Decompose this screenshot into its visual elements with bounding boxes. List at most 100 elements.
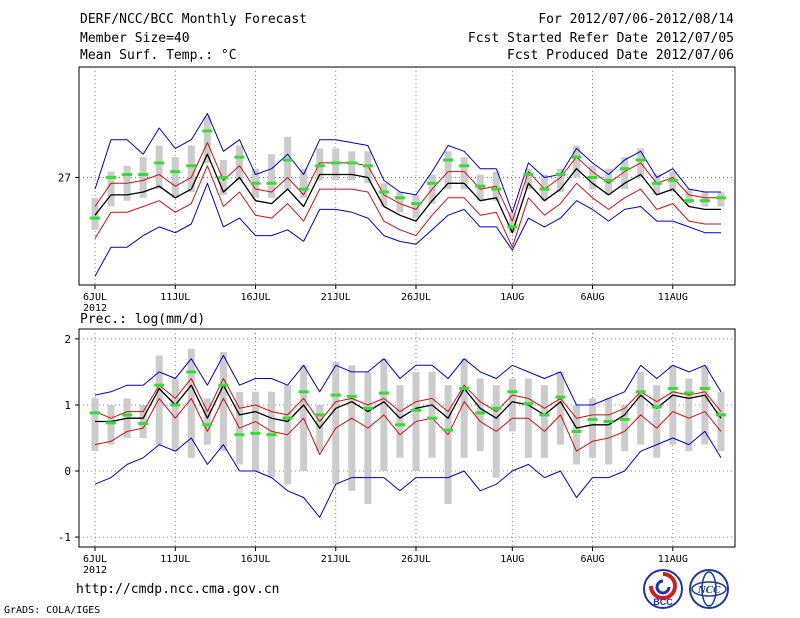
source-url[interactable]: http://cmdp.ncc.cma.gov.cn <box>76 582 280 597</box>
grads-credit: GrADS: COLA/IGES <box>4 605 101 616</box>
temp-xtick-label: 26JUL <box>401 292 431 303</box>
prec-range-bar <box>107 404 115 445</box>
prec-inner-band-low-line <box>94 397 722 455</box>
temp-xtick-label: 6JUL <box>83 292 107 303</box>
chart-title: DERF/NCC/BCC Monthly Forecast <box>80 12 307 27</box>
prec-observed-mark <box>699 386 710 390</box>
prec-xtick-label: 6JUL <box>83 554 107 565</box>
temp-xtick-label: 16JUL <box>240 292 270 303</box>
temp-observed-mark <box>394 196 405 200</box>
temp-observed-mark <box>715 196 726 200</box>
prec-observed-mark <box>250 431 261 435</box>
temp-observed-mark <box>603 178 614 182</box>
bcc-logo-text: BCC <box>653 597 673 607</box>
variable-label: Mean Surf. Temp.: °C <box>80 48 237 63</box>
temp-range-bar <box>300 168 308 198</box>
prec-range-bar <box>139 404 147 438</box>
prec-range-bar <box>332 362 340 485</box>
prec-range-bar <box>669 365 677 445</box>
prec-observed-mark <box>394 423 405 427</box>
temp-observed-mark <box>266 181 277 185</box>
prec-range-bar <box>637 371 645 445</box>
temp-observed-mark <box>667 178 678 182</box>
temp-observed-mark <box>539 187 550 191</box>
prec-observed-mark <box>683 391 694 395</box>
prec-panel-title: Prec.: log(mm/d) <box>80 312 205 327</box>
forecast-produced-date: Fcst Produced Date 2012/07/06 <box>507 48 734 63</box>
prec-observed-mark <box>330 393 341 397</box>
prec-ytick-label: 0 <box>64 465 71 478</box>
prec-range-bar <box>364 371 372 505</box>
prec-range-bar <box>685 378 693 452</box>
temp-observed-mark <box>106 175 117 179</box>
temp-observed-mark <box>378 190 389 194</box>
prec-observed-mark <box>603 419 614 423</box>
prec-observed-mark <box>411 408 421 412</box>
temp-xtick-label: 21JUL <box>321 292 351 303</box>
prec-ensemble-mean-line <box>95 384 722 429</box>
prec-observed-mark <box>282 416 293 420</box>
prec-observed-mark <box>571 429 582 433</box>
temp-observed-mark <box>186 164 197 168</box>
prec-range-bar <box>444 385 452 505</box>
prec-observed-mark <box>138 421 149 425</box>
temp-range-bar <box>573 145 580 178</box>
temp-observed-mark <box>507 225 518 229</box>
temp-observed-mark <box>523 173 534 177</box>
prec-range-bar <box>187 348 195 458</box>
temp-observed-mark <box>138 173 149 177</box>
temp-observed-mark <box>571 155 582 159</box>
prec-observed-mark <box>667 386 678 390</box>
temp-outer-band-high-line <box>94 113 721 213</box>
prec-observed-mark <box>106 421 117 425</box>
temp-range-bar <box>396 191 404 213</box>
temp-range-bar <box>187 145 195 192</box>
temp-ensemble-mean-line <box>94 153 721 234</box>
prec-observed-mark <box>170 403 181 407</box>
temp-observed-mark <box>587 175 598 179</box>
prec-xtick-label: 26JUL <box>401 554 431 565</box>
temp-range-bar <box>107 171 115 207</box>
temp-xtick-label: 11JUL <box>160 292 190 303</box>
temp-range-bar <box>685 189 693 204</box>
prec-observed-mark <box>539 413 550 417</box>
temp-observed-mark <box>346 161 357 165</box>
prec-range-bar <box>508 378 516 432</box>
prec-observed-mark <box>635 390 646 394</box>
temp-observed-mark <box>218 175 229 179</box>
temp-range-bar <box>556 168 564 192</box>
temp-observed-mark <box>459 164 470 168</box>
temp-range-bar <box>412 194 420 219</box>
temp-observed-mark <box>619 167 630 171</box>
prec-ytick-label: 1 <box>64 399 71 412</box>
temp-observed-mark <box>330 161 341 165</box>
temp-range-bar <box>508 212 516 233</box>
prec-range-bar <box>91 398 99 452</box>
temp-range-bar <box>348 151 356 181</box>
temp-observed-mark <box>699 199 710 203</box>
prec-xtick-label: 11AUG <box>658 554 688 565</box>
temp-observed-mark <box>314 164 325 168</box>
temp-range-bar <box>284 136 292 190</box>
temp-outer-band-low-line <box>94 182 721 277</box>
prec-range-bar <box>701 365 709 445</box>
prec-range-bar <box>556 371 564 445</box>
prec-observed-mark <box>266 433 277 437</box>
prec-range-bar <box>203 398 211 445</box>
bcc-logo: BCC <box>643 569 683 609</box>
temp-observed-mark <box>202 129 213 133</box>
prec-observed-mark <box>651 405 662 409</box>
temp-range-bar <box>155 145 163 190</box>
temp-range-bar <box>203 116 211 163</box>
prec-range-bar <box>396 385 404 458</box>
temp-range-bar <box>171 157 179 198</box>
temp-observed-mark <box>122 173 133 177</box>
prec-observed-mark <box>122 413 133 417</box>
temp-observed-mark <box>90 216 100 220</box>
temp-inner-band-high-line <box>94 142 721 222</box>
prec-observed-mark <box>619 418 630 422</box>
prec-range-bar <box>219 352 227 452</box>
prec-observed-mark <box>475 411 486 415</box>
temp-range-bar <box>444 151 452 190</box>
prec-range-bar <box>589 398 597 458</box>
